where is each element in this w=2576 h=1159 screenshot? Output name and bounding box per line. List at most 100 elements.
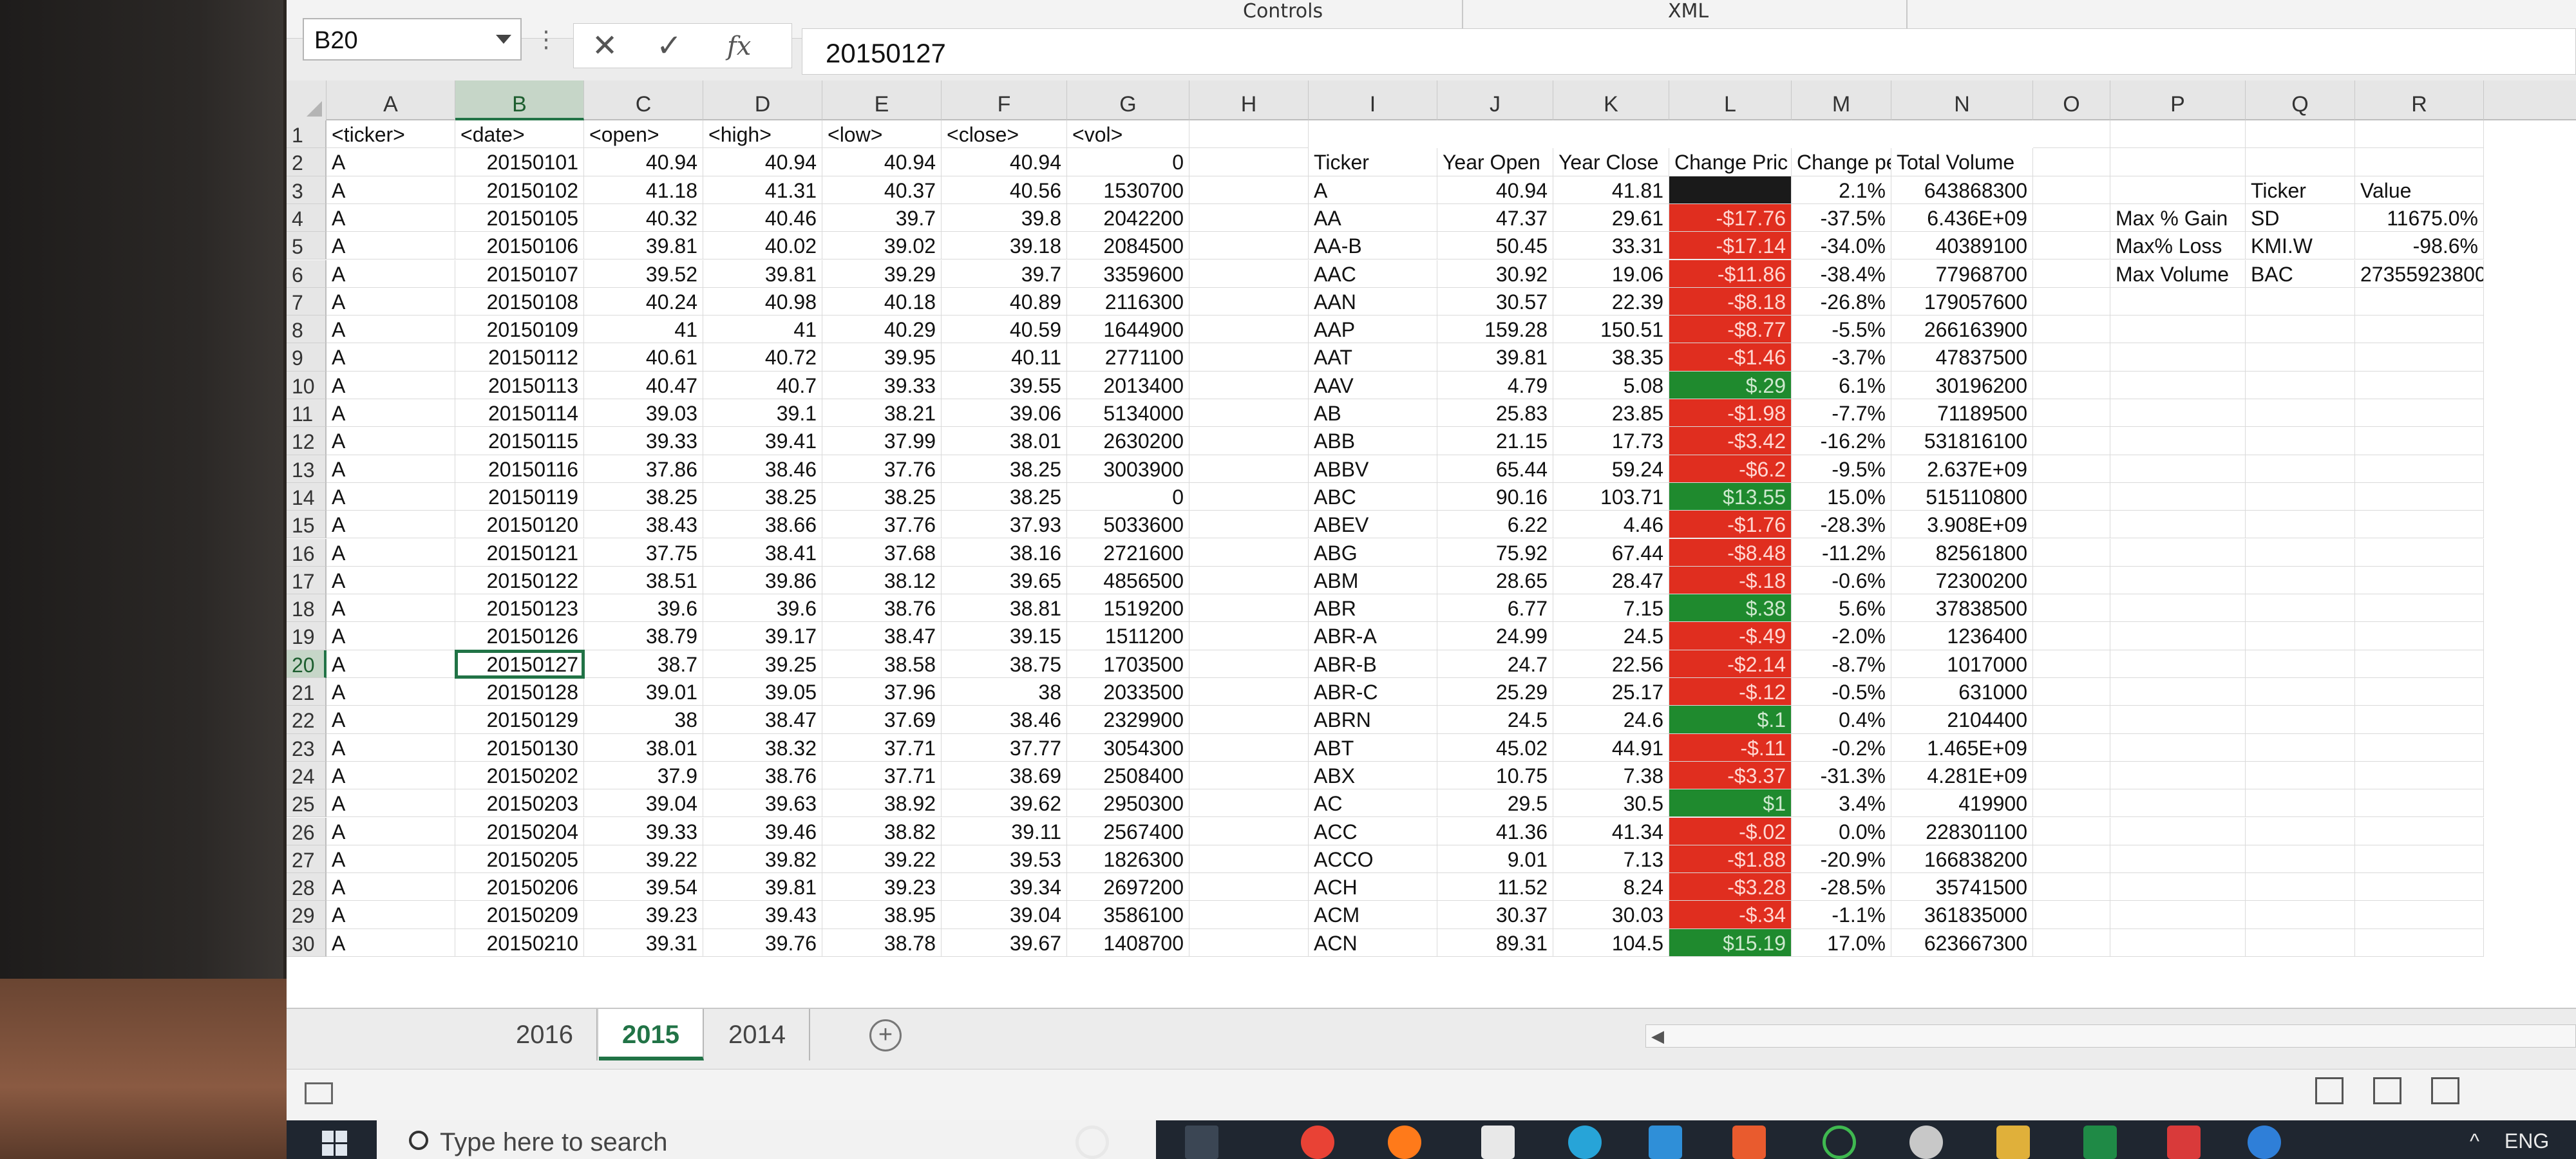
empty-cell[interactable] <box>2110 845 2246 874</box>
summary-year-open-cell[interactable]: 11.52 <box>1437 873 1553 901</box>
summary-year-close-cell[interactable]: 17.73 <box>1553 427 1669 455</box>
summary-total-volume-cell[interactable]: 623667300 <box>1891 928 2033 957</box>
raw-data-cell[interactable]: 39.22 <box>584 845 703 874</box>
taskbar-search[interactable]: Type here to search <box>377 1120 1156 1159</box>
summary-year-open-cell[interactable]: 65.44 <box>1437 455 1553 483</box>
summary-ticker-cell[interactable]: ABM <box>1309 566 1437 595</box>
summary-year-open-cell[interactable]: 25.83 <box>1437 399 1553 428</box>
empty-cell[interactable] <box>2033 733 2110 762</box>
summary-year-close-cell[interactable]: 33.31 <box>1553 232 1669 260</box>
firefox-icon[interactable] <box>1388 1126 1421 1159</box>
summary-ticker-cell[interactable]: ACH <box>1309 873 1437 901</box>
empty-cell[interactable] <box>2110 538 2246 567</box>
empty-cell[interactable] <box>2110 733 2246 762</box>
summary-change-percent-cell[interactable]: -16.2% <box>1792 427 1891 455</box>
raw-data-cell[interactable]: 39.6 <box>584 594 703 623</box>
raw-data-cell[interactable]: 5134000 <box>1067 399 1189 428</box>
summary-ticker-cell[interactable]: ACCO <box>1309 845 1437 874</box>
raw-data-cell[interactable]: 1511200 <box>1067 622 1189 650</box>
raw-data-cell[interactable]: 39.62 <box>942 789 1067 818</box>
raw-data-cell[interactable]: 37.93 <box>942 511 1067 539</box>
empty-cell[interactable] <box>2246 873 2355 901</box>
summary-year-open-cell[interactable]: 40.94 <box>1437 176 1553 204</box>
empty-cell[interactable] <box>2355 901 2484 929</box>
column-header-e[interactable]: E <box>822 80 942 120</box>
raw-header-cell[interactable]: <low> <box>822 120 942 149</box>
raw-data-cell[interactable]: 2630200 <box>1067 427 1189 455</box>
enter-icon[interactable]: ✓ <box>656 29 683 63</box>
raw-data-cell[interactable]: 3003900 <box>1067 455 1189 483</box>
raw-data-cell[interactable]: 39.7 <box>942 259 1067 288</box>
empty-cell[interactable] <box>2246 427 2355 455</box>
raw-data-cell[interactable]: 40.98 <box>703 287 822 316</box>
summary-total-volume-cell[interactable]: 82561800 <box>1891 538 2033 567</box>
summary-total-volume-cell[interactable]: 4.281E+09 <box>1891 761 2033 790</box>
summary-change-percent-cell[interactable]: -26.8% <box>1792 287 1891 316</box>
empty-cell[interactable] <box>2355 482 2484 511</box>
raw-data-cell[interactable]: 38.25 <box>822 482 942 511</box>
sync-icon[interactable] <box>1823 1126 1856 1159</box>
empty-cell[interactable] <box>2355 845 2484 874</box>
summary-change-price-cell[interactable]: -$.02 <box>1669 817 1792 845</box>
raw-data-cell[interactable]: A <box>327 538 455 567</box>
raw-data-cell[interactable]: 20150113 <box>455 371 584 399</box>
empty-cell[interactable] <box>2246 622 2355 650</box>
summary-year-open-cell[interactable]: 9.01 <box>1437 845 1553 874</box>
empty-cell[interactable] <box>2355 287 2484 316</box>
empty-cell[interactable] <box>2355 622 2484 650</box>
summary-year-close-cell[interactable]: 41.34 <box>1553 817 1669 845</box>
summary-total-volume-cell[interactable]: 37838500 <box>1891 594 2033 623</box>
empty-cell[interactable] <box>2355 371 2484 399</box>
empty-cell[interactable] <box>2355 873 2484 901</box>
empty-cell[interactable] <box>1189 399 1309 428</box>
empty-cell[interactable] <box>2033 259 2110 288</box>
raw-data-cell[interactable]: A <box>327 455 455 483</box>
row-header-19[interactable]: 19 <box>287 622 327 650</box>
raw-data-cell[interactable]: 39.05 <box>703 678 822 706</box>
summary-change-price-cell[interactable]: -$2.14 <box>1669 650 1792 678</box>
summary-year-close-cell[interactable]: 38.35 <box>1553 343 1669 372</box>
stats-label-cell[interactable]: Max Volume <box>2110 259 2246 288</box>
empty-cell[interactable] <box>2033 678 2110 706</box>
summary-year-open-cell[interactable]: 28.65 <box>1437 566 1553 595</box>
summary-year-open-cell[interactable]: 24.7 <box>1437 650 1553 678</box>
summary-change-percent-cell[interactable]: -38.4% <box>1792 259 1891 288</box>
summary-change-price-cell[interactable]: -$1.46 <box>1669 343 1792 372</box>
summary-ticker-cell[interactable]: AB <box>1309 399 1437 428</box>
summary-ticker-cell[interactable]: ABX <box>1309 761 1437 790</box>
row-header-2[interactable]: 2 <box>287 148 327 176</box>
summary-year-open-cell[interactable]: 6.77 <box>1437 594 1553 623</box>
raw-data-cell[interactable]: A <box>327 706 455 734</box>
row-header-3[interactable]: 3 <box>287 176 327 204</box>
empty-cell[interactable] <box>2110 371 2246 399</box>
summary-year-open-cell[interactable]: 24.99 <box>1437 622 1553 650</box>
row-header-21[interactable]: 21 <box>287 678 327 706</box>
raw-data-cell[interactable]: A <box>327 371 455 399</box>
raw-data-cell[interactable]: 20150119 <box>455 482 584 511</box>
empty-cell[interactable] <box>2033 482 2110 511</box>
summary-year-close-cell[interactable]: 22.56 <box>1553 650 1669 678</box>
raw-data-cell[interactable]: 2042200 <box>1067 203 1189 232</box>
empty-cell[interactable] <box>1189 678 1309 706</box>
row-header-23[interactable]: 23 <box>287 733 327 762</box>
raw-data-cell[interactable]: 39.29 <box>822 259 942 288</box>
empty-cell[interactable] <box>2033 566 2110 595</box>
raw-data-cell[interactable]: 38.92 <box>822 789 942 818</box>
empty-cell[interactable] <box>2033 148 2110 176</box>
row-header-22[interactable]: 22 <box>287 706 327 734</box>
raw-data-cell[interactable]: 40.32 <box>584 203 703 232</box>
summary-ticker-cell[interactable]: ACM <box>1309 901 1437 929</box>
raw-data-cell[interactable]: 20150114 <box>455 399 584 428</box>
raw-data-cell[interactable]: 3054300 <box>1067 733 1189 762</box>
excel-icon[interactable] <box>2083 1126 2117 1159</box>
raw-data-cell[interactable]: 39.15 <box>942 622 1067 650</box>
summary-year-open-cell[interactable]: 41.36 <box>1437 817 1553 845</box>
summary-change-percent-cell[interactable]: -11.2% <box>1792 538 1891 567</box>
summary-change-percent-cell[interactable]: 2.1% <box>1792 176 1891 204</box>
summary-total-volume-cell[interactable]: 40389100 <box>1891 232 2033 260</box>
raw-data-cell[interactable]: 39.81 <box>703 873 822 901</box>
stats-ticker-cell[interactable]: KMI.W <box>2246 232 2355 260</box>
summary-year-close-cell[interactable]: 24.5 <box>1553 622 1669 650</box>
raw-data-cell[interactable]: 39.8 <box>942 203 1067 232</box>
raw-data-cell[interactable]: 39.76 <box>703 928 822 957</box>
